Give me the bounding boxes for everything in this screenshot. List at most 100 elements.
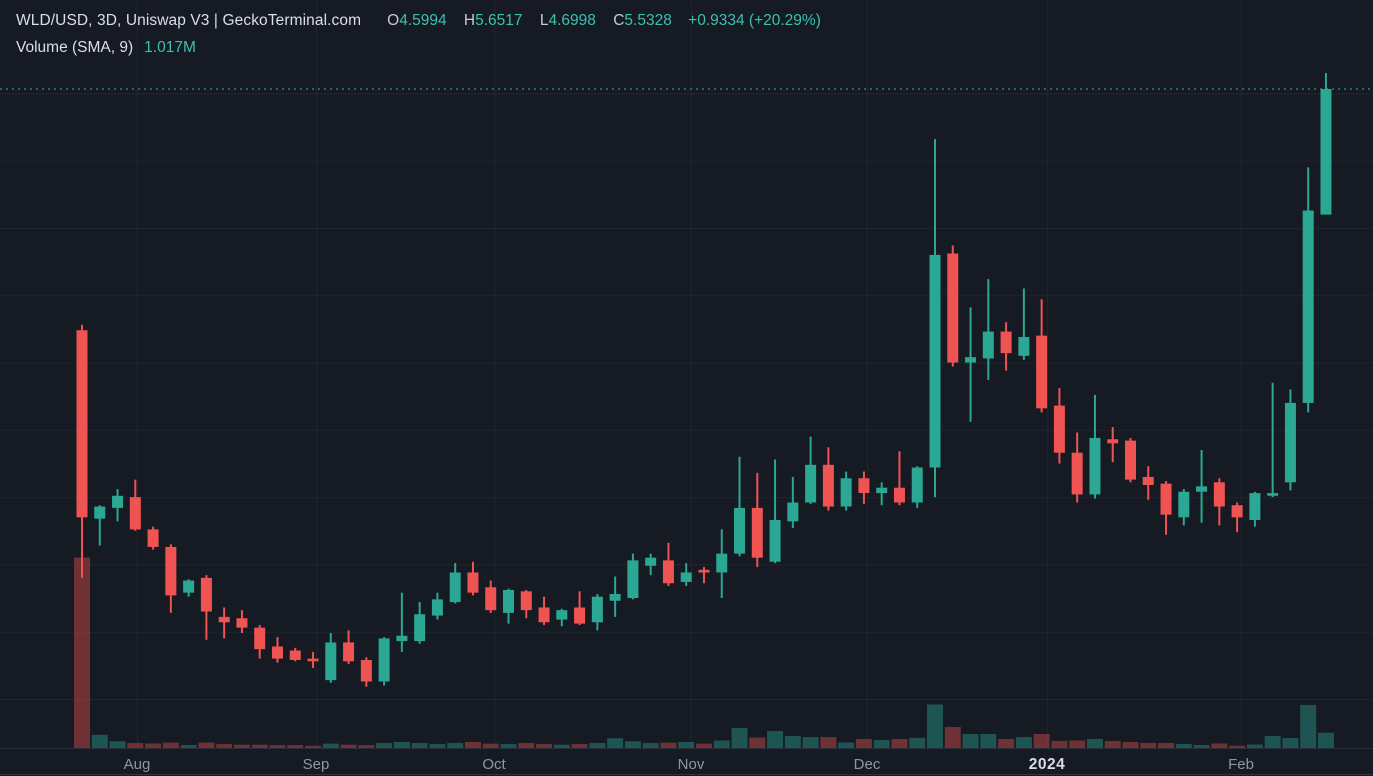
- candle-body: [1053, 405, 1065, 453]
- volume-bar: [109, 741, 126, 748]
- volume-bar: [571, 744, 588, 748]
- volume-bar: [1175, 743, 1192, 748]
- volume-legend-row[interactable]: Volume (SMA, 9) 1.017M: [16, 38, 821, 56]
- volume-bar: [322, 743, 339, 748]
- candle-body: [1231, 505, 1243, 518]
- volume-bar: [1140, 743, 1157, 748]
- volume-bar: [607, 738, 624, 748]
- volume-bar: [1033, 734, 1050, 748]
- time-axis-label: Dec: [853, 756, 881, 773]
- candle-body: [787, 502, 799, 522]
- candle-body: [982, 331, 994, 359]
- volume-bar: [820, 737, 837, 748]
- volume-bar: [1086, 739, 1103, 748]
- ohlc-readout: O4.5994 H5.6517 L4.6998 C5.5328 +0.9334 …: [374, 13, 821, 29]
- volume-bar: [1104, 740, 1121, 748]
- candle-body: [1267, 493, 1279, 496]
- candle-body: [680, 572, 692, 582]
- high-value: 5.6517: [475, 12, 523, 29]
- open-value: 4.5994: [399, 12, 447, 29]
- candle-body: [1142, 476, 1154, 486]
- candle-body: [1320, 89, 1332, 215]
- candle-body: [1036, 335, 1048, 409]
- candle-body: [112, 495, 124, 508]
- time-axis-label: Aug: [123, 756, 151, 773]
- volume-bar: [305, 745, 322, 748]
- candle-body: [218, 616, 230, 623]
- symbol-legend-row[interactable]: WLD/USD, 3D, Uniswap V3 | GeckoTerminal.…: [16, 13, 821, 29]
- volume-bar: [482, 743, 499, 748]
- volume-bar: [1158, 743, 1175, 748]
- volume-bar: [927, 704, 944, 748]
- chart-legend: WLD/USD, 3D, Uniswap V3 | GeckoTerminal.…: [16, 13, 821, 66]
- candle-body: [503, 589, 515, 613]
- volume-bar: [1122, 742, 1139, 748]
- candle-body: [1196, 486, 1208, 492]
- volume-bar: [464, 742, 481, 748]
- volume-bar: [1246, 744, 1263, 748]
- candle-body: [911, 467, 923, 503]
- volume-bar: [1193, 745, 1210, 748]
- volume-bar: [678, 742, 695, 748]
- time-axis-label: Oct: [482, 756, 506, 773]
- volume-bar: [376, 743, 393, 748]
- candle-body: [414, 614, 426, 642]
- candle-body: [76, 330, 88, 518]
- time-axis-label: Sep: [302, 756, 330, 773]
- volume-indicator-value: 1.017M: [144, 38, 196, 56]
- volume-bar: [731, 728, 748, 748]
- candle-body: [1124, 440, 1136, 480]
- volume-bar: [1069, 740, 1086, 748]
- volume-bar: [767, 731, 784, 748]
- volume-bar: [518, 743, 535, 748]
- candle-body: [307, 658, 319, 662]
- candle-body: [343, 642, 355, 662]
- candle-body: [574, 607, 586, 624]
- volume-indicator-label: Volume (SMA, 9): [16, 38, 134, 56]
- candle-body: [698, 569, 710, 573]
- volume-bar: [536, 744, 553, 748]
- candle-body: [1213, 482, 1225, 507]
- time-axis[interactable]: Aug Sep Oct Nov Dec 2024 Feb: [0, 748, 1373, 776]
- volume-bar: [74, 557, 90, 748]
- volume-bar: [447, 743, 464, 748]
- candle-body: [1089, 437, 1101, 495]
- candle-body: [538, 607, 550, 623]
- volume-bar: [429, 744, 446, 748]
- volume-bar: [287, 745, 304, 748]
- volume-bar: [980, 734, 997, 748]
- candle-body: [165, 546, 177, 596]
- time-axis-label: Feb: [1228, 756, 1254, 773]
- candle-body: [94, 506, 106, 519]
- candle-body: [929, 254, 941, 468]
- volume-bar: [998, 739, 1015, 748]
- candle-body: [431, 599, 443, 616]
- candle-body: [1107, 439, 1119, 444]
- volume-bar: [642, 743, 659, 748]
- candle-body: [1284, 402, 1296, 483]
- volume-bar: [358, 745, 375, 748]
- candle-body: [662, 560, 674, 584]
- time-axis-label: 2024: [1028, 756, 1066, 773]
- candle-body: [1249, 493, 1261, 521]
- axis-bottom-border: [0, 774, 1373, 775]
- volume-bar: [340, 744, 357, 748]
- candle-body: [325, 642, 337, 681]
- change-value: +0.9334 (+20.29%): [688, 12, 821, 29]
- low-label: L: [539, 12, 549, 29]
- volume-bar: [873, 740, 890, 748]
- candle-body: [467, 572, 479, 593]
- candle-body: [147, 529, 159, 547]
- volume-bar: [411, 743, 428, 748]
- candle-body: [378, 638, 390, 682]
- candle-body: [556, 610, 568, 620]
- candle-body: [734, 507, 746, 554]
- volume-bar: [1211, 743, 1228, 748]
- candle-body: [254, 627, 266, 650]
- volume-bar: [198, 742, 215, 748]
- volume-bar: [233, 744, 250, 748]
- volume-bar: [909, 737, 926, 748]
- volume-bar: [589, 743, 606, 748]
- volume-bar: [855, 739, 872, 748]
